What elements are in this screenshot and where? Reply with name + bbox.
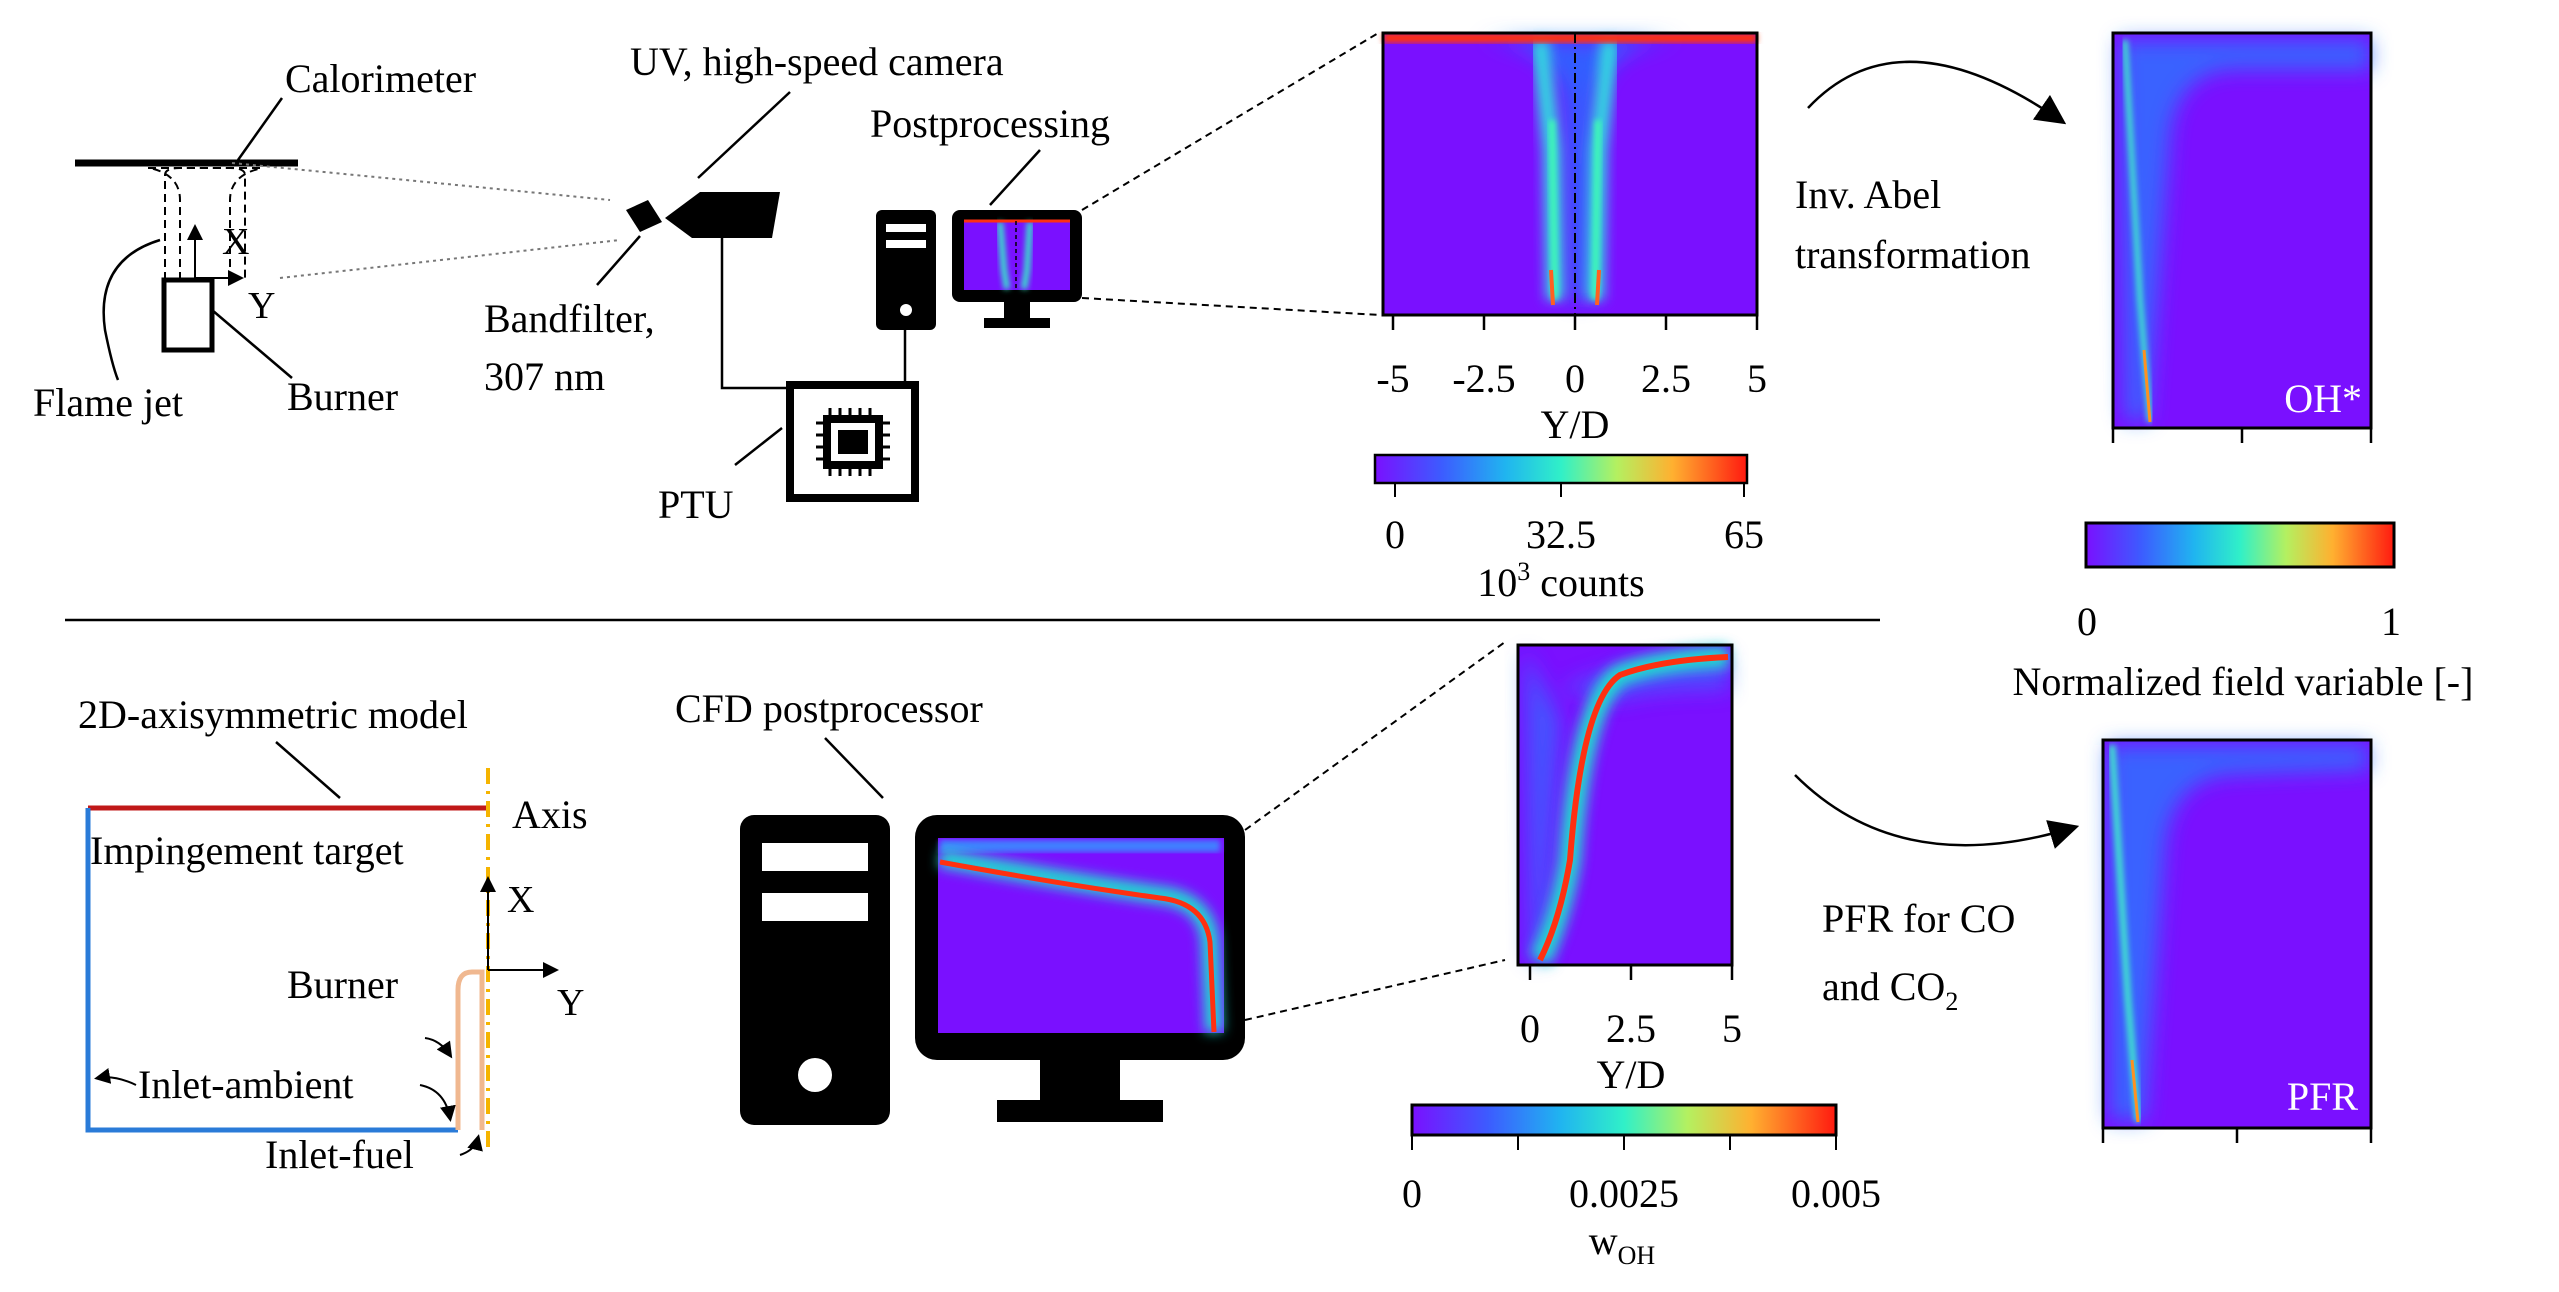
norm-cbar-tick-0: 0 — [2077, 599, 2097, 644]
ptu-cable-camera — [720, 238, 790, 390]
burner-model-label: Burner — [287, 962, 398, 1007]
cfd-monitor-icon — [915, 815, 1245, 1122]
axisymmetric-model: 2D-axisymmetric model Impingement target… — [78, 692, 588, 1177]
cfd-zoom-top — [1244, 641, 1506, 831]
pfr-field-label: PFR — [2287, 1074, 2358, 1119]
axis-label: Axis — [512, 792, 588, 837]
cfd-label: CFD postprocessor — [675, 686, 983, 731]
flame-jet-leader — [102, 238, 161, 381]
exp-colorbar — [1373, 453, 1749, 485]
cfd-leader — [824, 737, 884, 799]
experimental-image: -5 -2.5 0 2.5 5 Y/D 0 32.5 65 103 counts — [1373, 31, 1767, 605]
exp-tick-2: 0 — [1565, 356, 1585, 401]
flame-jet-label: Flame jet — [33, 380, 183, 425]
cfd-tick-1: 2.5 — [1606, 1006, 1656, 1051]
bandfilter-leader — [596, 235, 641, 286]
view-line-top — [231, 162, 611, 201]
model-x-label: X — [507, 879, 534, 921]
experiment-schematic: Calorimeter X Y Flame jet Burner UV, hig… — [33, 31, 1381, 527]
cfd-field-image: 0 2.5 5 Y/D 0 0.0025 0.005 wOH — [1402, 643, 1881, 1270]
pc-tower-icon — [876, 210, 936, 330]
calorimeter-label: Calorimeter — [285, 56, 476, 101]
bandfilter-label-1: Bandfilter, — [484, 296, 655, 341]
inlet-ambient-label: Inlet-ambient — [138, 1062, 353, 1107]
calorimeter-leader — [236, 97, 284, 161]
y-axis-label: Y — [248, 285, 275, 327]
camera-leader — [697, 91, 791, 179]
model-y-label: Y — [557, 982, 584, 1024]
zoom-line-bottom — [1081, 297, 1381, 316]
cfd-x-label: Y/D — [1597, 1052, 1666, 1097]
burner-schematic — [161, 277, 215, 353]
exp-tick-4: 5 — [1747, 356, 1767, 401]
camera-label: UV, high-speed camera — [630, 39, 1004, 84]
norm-cbar-label: Normalized field variable [-] — [2013, 659, 2474, 704]
view-line-bottom — [279, 239, 621, 279]
abel-arrow — [1807, 60, 2067, 125]
oh-field-label: OH* — [2284, 376, 2362, 421]
ambient-boundary — [85, 808, 458, 1133]
camera-icon — [626, 192, 780, 238]
exp-x-label: Y/D — [1541, 402, 1610, 447]
exp-cbar-label: 103 counts — [1477, 557, 1644, 605]
zoom-line-top — [1081, 31, 1381, 211]
pfr-arrow — [1794, 774, 2080, 849]
inlet-ambient-pointer-left — [94, 1068, 137, 1086]
x-axis-label: X — [222, 221, 249, 263]
postprocessing-leader — [989, 149, 1041, 206]
cfd-cbar-label: wOH — [1589, 1218, 1656, 1270]
normalized-colorbar: 0 1 Normalized field variable [-] — [2013, 521, 2474, 704]
exp-tick-3: 2.5 — [1641, 356, 1691, 401]
pfr-label-1: PFR for CO — [1822, 896, 2015, 941]
oh-field-image: OH* — [2111, 31, 2373, 443]
cfd-cbar-tick-1: 0.0025 — [1569, 1171, 1679, 1216]
cfd-tick-0: 0 — [1520, 1006, 1540, 1051]
cfd-cbar-tick-0: 0 — [1402, 1171, 1422, 1216]
model-title: 2D-axisymmetric model — [78, 692, 468, 737]
bandfilter-label-2: 307 nm — [484, 354, 605, 399]
ptu-leader — [734, 427, 783, 466]
inlet-fuel-label: Inlet-fuel — [265, 1132, 414, 1177]
exp-cbar-tick-0: 0 — [1385, 512, 1405, 557]
target-label: Impingement target — [90, 828, 404, 873]
cfd-tower-icon — [740, 815, 890, 1125]
inlet-ambient-pointer-right — [419, 1084, 456, 1122]
abel-label-1: Inv. Abel — [1795, 172, 1941, 217]
burner-leader — [211, 309, 293, 379]
norm-cbar-tick-1: 1 — [2381, 599, 2401, 644]
exp-cbar-tick-2: 65 — [1724, 512, 1764, 557]
exp-tick-0: -5 — [1376, 356, 1409, 401]
exp-cbar-tick-1: 32.5 — [1526, 512, 1596, 557]
flame-jet-outline — [148, 167, 263, 280]
pfr-field-image: PFR — [2101, 738, 2373, 1143]
cfd-colorbar — [1410, 1103, 1838, 1137]
burner-label: Burner — [287, 374, 398, 419]
cfd-tick-2: 5 — [1722, 1006, 1742, 1051]
cfd-postprocessor: CFD postprocessor — [675, 641, 1506, 1125]
cfd-cbar-tick-2: 0.005 — [1791, 1171, 1881, 1216]
inlet-fuel-pointer — [459, 1134, 483, 1156]
abel-label-2: transformation — [1795, 232, 2031, 277]
pfr-label-2: and CO2 — [1822, 964, 1958, 1016]
exp-tick-1: -2.5 — [1452, 356, 1515, 401]
cfd-zoom-bottom — [1244, 959, 1506, 1021]
pc-monitor-icon — [952, 210, 1082, 328]
ptu-icon — [786, 381, 919, 502]
burner-wall — [455, 969, 485, 1130]
ptu-label: PTU — [658, 482, 734, 527]
model-title-leader — [275, 741, 341, 799]
burner-pointer — [424, 1037, 453, 1059]
postprocessing-label: Postprocessing — [870, 101, 1110, 146]
